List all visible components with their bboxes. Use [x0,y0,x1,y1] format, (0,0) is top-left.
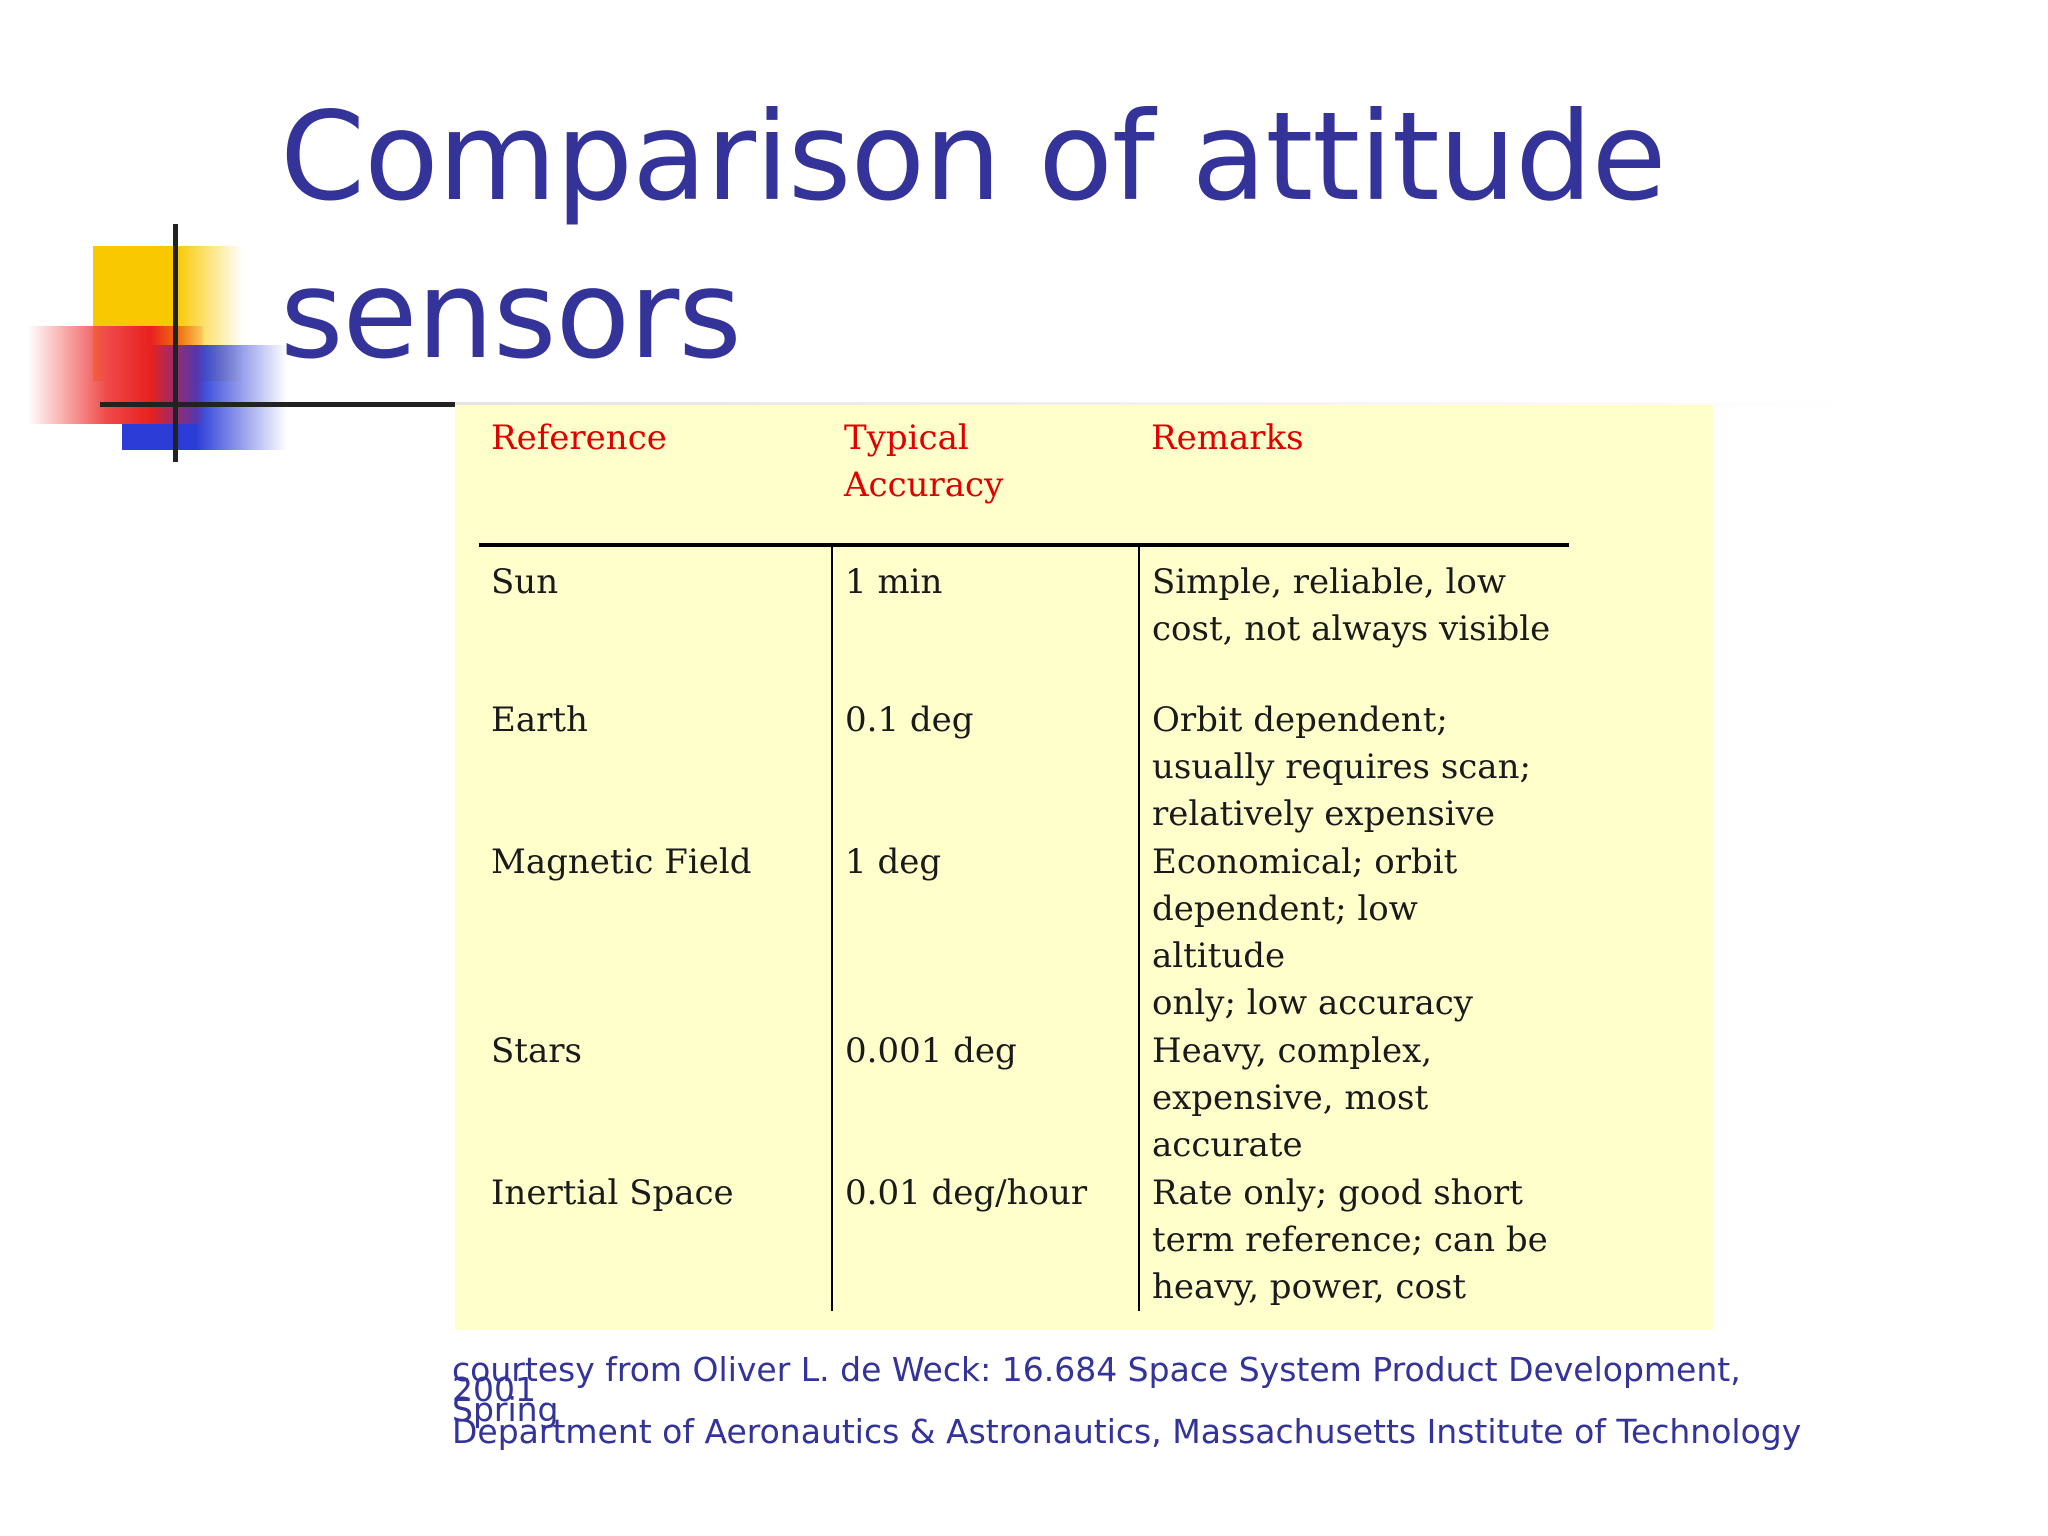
corner-decoration [0,0,480,480]
header-accuracy-line2: Accuracy [844,465,1004,505]
table-row: Stars 0.001 deg Heavy, complex, expensiv… [479,1028,1569,1170]
credit-line3: Department of Aeronautics & Astronautics… [452,1412,1802,1451]
slide-title-line1: Comparison of attitude [280,86,1667,228]
remark-line: Economical; orbit [1152,842,1458,882]
remark-line: Simple, reliable, low [1152,562,1506,602]
cell-remarks: Rate only; good short term reference; ca… [1138,1170,1569,1311]
table-row: Earth 0.1 deg Orbit dependent; usually r… [479,697,1569,839]
table-row: Inertial Space 0.01 deg/hour Rate only; … [479,1170,1569,1311]
header-accuracy: Typical Accuracy [832,405,1139,547]
slide-title-line2: sensors [280,244,742,386]
cell-reference: Earth [491,700,588,740]
cell-accuracy: 1 deg [831,839,1139,1028]
cell-remarks: Orbit dependent; usually requires scan; … [1138,697,1569,839]
table-header-row: Reference Typical Accuracy Remarks [479,405,1569,547]
table-row: Magnetic Field 1 deg Economical; orbit d… [479,839,1569,1028]
remark-line: term reference; can be [1152,1220,1548,1260]
header-remarks: Remarks [1139,405,1569,547]
remark-line: heavy, power, cost [1152,1267,1467,1307]
remark-line: Heavy, complex, [1152,1031,1433,1071]
table-panel: Reference Typical Accuracy Remarks Sun 1… [455,405,1713,1330]
header-accuracy-line1: Typical [844,418,969,458]
credit-line2: 2001 [452,1370,536,1409]
credit-footer: courtesy from Oliver L. de Weck: 16.684 … [452,1350,1852,1451]
decoration-vertical-line [173,224,178,462]
remark-line: accurate [1152,1125,1303,1165]
title-underline [455,402,1855,407]
decoration-horizontal-line [100,402,455,407]
table-row: Sun 1 min Simple, reliable, low cost, no… [479,545,1569,697]
cell-remarks: Economical; orbit dependent; low altitud… [1138,839,1569,1028]
remark-line: expensive, most [1152,1078,1429,1118]
slide-title: Comparison of attitude sensors [280,78,1880,394]
remark-line: usually requires scan; [1152,747,1531,787]
header-reference: Reference [479,405,832,547]
cell-reference: Stars [491,1031,582,1071]
cell-accuracy: 0.01 deg/hour [831,1170,1139,1311]
cell-accuracy: 1 min [831,545,1139,697]
cell-reference: Sun [491,562,559,602]
cell-remarks: Heavy, complex, expensive, most accurate [1138,1028,1569,1170]
remark-line: Orbit dependent; [1152,700,1448,740]
remark-line: relatively expensive [1152,794,1496,834]
remark-line: cost, not always visible [1152,609,1551,649]
remark-line: dependent; low altitude [1152,889,1418,976]
sensor-comparison-table: Reference Typical Accuracy Remarks Sun 1… [479,405,1569,1311]
cell-reference: Inertial Space [491,1173,734,1213]
cell-reference: Magnetic Field [491,842,752,882]
cell-accuracy: 0.1 deg [831,697,1139,839]
cell-remarks: Simple, reliable, low cost, not always v… [1138,545,1569,697]
remark-line: only; low accuracy [1152,983,1473,1023]
remark-line: Rate only; good short [1152,1173,1523,1213]
cell-accuracy: 0.001 deg [831,1028,1139,1170]
credit-line1: courtesy from Oliver L. de Weck: 16.684 … [452,1350,1741,1429]
